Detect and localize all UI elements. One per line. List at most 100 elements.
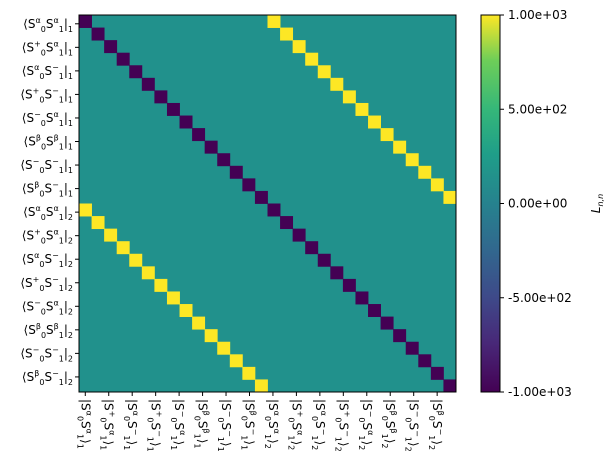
cell-offdiagonal	[280, 27, 294, 41]
cell-offdiagonal	[368, 115, 381, 129]
row-label: ⟨Sβ0Sβ1|2	[24, 322, 73, 340]
row-label: ⟨Sα0Sα1|1	[23, 16, 73, 34]
cell-diagonal	[317, 253, 331, 267]
cell-diagonal	[405, 341, 419, 355]
cell-offdiagonal	[217, 341, 231, 355]
cell-offdiagonal	[267, 15, 281, 28]
cell-offdiagonal	[116, 241, 130, 255]
heatmap-plot	[78, 14, 457, 393]
colorbar-tick-label: 0.00e+00	[508, 197, 567, 211]
column-label: |S+0Sα1⟩1	[99, 399, 117, 450]
row-label: ⟨Sα0S−1|2	[22, 251, 73, 269]
column-label: |Sβ0S−1⟩2	[427, 399, 445, 450]
cell-diagonal	[179, 115, 193, 129]
column-label: |S−0S−1⟩2	[404, 399, 422, 452]
cell-diagonal	[380, 316, 394, 330]
column-label: |Sβ0Sβ1⟩2	[380, 399, 398, 448]
column-label: |Sα0Sα1⟩2	[263, 399, 281, 449]
cell-diagonal	[342, 278, 356, 292]
column-label: |Sα0S−1⟩1	[122, 399, 140, 450]
cell-diagonal	[368, 304, 381, 317]
column-label: |Sα0Sα1⟩1	[75, 399, 93, 449]
cell-diagonal	[280, 216, 294, 230]
cell-offdiagonal	[317, 65, 331, 79]
cell-offdiagonal	[79, 203, 92, 217]
cell-diagonal	[430, 366, 444, 380]
cell-diagonal	[217, 153, 231, 167]
cell-diagonal	[305, 241, 319, 255]
cell-diagonal	[154, 90, 168, 104]
cell-offdiagonal	[330, 77, 344, 91]
cell-diagonal	[330, 266, 344, 280]
column-label: |S−0Sα1⟩2	[357, 399, 375, 450]
cell-diagonal	[104, 40, 118, 54]
column-label: |S+0S−1⟩2	[333, 399, 351, 452]
column-label: |S−0S−1⟩1	[216, 399, 234, 452]
cell-diagonal	[418, 354, 432, 368]
cell-diagonal	[129, 65, 143, 79]
cell-diagonal	[141, 77, 155, 91]
cell-offdiagonal	[166, 291, 180, 305]
cell-offdiagonal	[405, 153, 419, 167]
cell-diagonal	[229, 165, 243, 179]
cell-offdiagonal	[418, 165, 432, 179]
row-label: ⟨S+0Sα1|2	[22, 228, 73, 246]
cell-diagonal	[192, 128, 206, 142]
row-label: ⟨S−0Sα1|2	[22, 298, 73, 316]
cell-diagonal	[204, 140, 218, 154]
cell-offdiagonal	[229, 354, 243, 368]
column-label: |S+0S−1⟩1	[146, 399, 164, 452]
cell-offdiagonal	[179, 304, 193, 317]
cell-diagonal	[254, 190, 268, 204]
plot-frame	[78, 14, 457, 393]
row-label: ⟨Sβ0S−1|2	[22, 369, 73, 387]
cell-offdiagonal	[393, 140, 407, 154]
cell-diagonal	[267, 203, 281, 217]
cell-diagonal	[79, 15, 92, 28]
row-label: ⟨S+0S−1|1	[20, 86, 73, 104]
cell-offdiagonal	[430, 178, 444, 192]
cell-offdiagonal	[104, 228, 118, 242]
row-labels: ⟨Sα0Sα1|1 ⟨S+0Sα1|1 ⟨Sα0S−1|1 ⟨S+0S−1|1 ⟨S−0…	[20, 16, 79, 387]
cell-diagonal	[166, 102, 180, 116]
row-label: ⟨S−0Sα1|1	[22, 110, 73, 128]
cell-diagonal	[292, 228, 306, 242]
colorbar-tick-label: 1.00e+03	[508, 8, 567, 22]
cell-offdiagonal	[342, 90, 356, 104]
row-label: ⟨Sβ0S−1|1	[22, 181, 73, 199]
cell-offdiagonal	[204, 329, 218, 343]
column-label: |S+0Sα1⟩2	[286, 399, 304, 450]
cell-offdiagonal	[192, 316, 206, 330]
column-label: |S−0Sα1⟩1	[169, 399, 187, 450]
row-label: ⟨Sα0S−1|1	[22, 63, 73, 81]
cell-diagonal	[116, 52, 130, 66]
colorbar-tick-label: -1.00e+03	[508, 385, 572, 399]
colorbar-tick-label: -5.00e+02	[508, 291, 572, 305]
cell-offdiagonal	[305, 52, 319, 66]
row-label: ⟨S−0S−1|2	[20, 345, 73, 363]
row-label: ⟨Sβ0Sβ1|1	[24, 134, 73, 152]
cell-diagonal	[443, 379, 457, 393]
cell-offdiagonal	[91, 216, 105, 230]
cell-diagonal	[242, 178, 256, 192]
colorbar-label: Ln,n	[589, 194, 605, 213]
cell-diagonal	[355, 291, 369, 305]
row-label: ⟨S−0S−1|1	[20, 157, 73, 175]
cell-offdiagonal	[443, 190, 457, 204]
column-label: |Sβ0S−1⟩1	[239, 399, 257, 450]
column-label: |Sβ0Sβ1⟩1	[193, 399, 211, 448]
column-labels: |Sα0Sα1⟩1 |S+0Sα1⟩1 |Sα0S−1⟩1 |S+0S−1⟩1 |S−0…	[75, 392, 445, 452]
row-label: ⟨S+0Sα1|1	[22, 39, 73, 57]
cell-diagonal	[91, 27, 105, 41]
cell-offdiagonal	[129, 253, 143, 267]
cell-diagonal	[393, 329, 407, 343]
column-label: |Sα0S−1⟩2	[310, 399, 328, 450]
cell-offdiagonal	[292, 40, 306, 54]
cell-offdiagonal	[242, 366, 256, 380]
cell-offdiagonal	[355, 102, 369, 116]
row-label: ⟨Sα0Sα1|2	[23, 204, 73, 222]
colorbar-gradient	[480, 14, 501, 393]
cell-offdiagonal	[154, 278, 168, 292]
cell-offdiagonal	[254, 379, 268, 393]
